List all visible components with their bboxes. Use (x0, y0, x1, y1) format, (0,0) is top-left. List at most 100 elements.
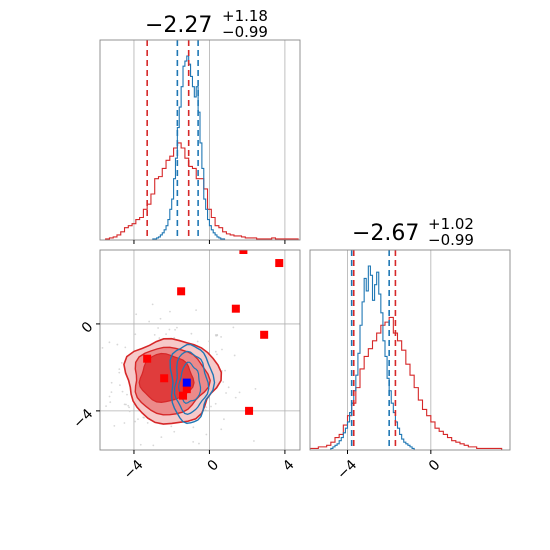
background-sample-point (214, 334, 217, 336)
background-sample-point (157, 327, 159, 329)
x-tick-label: −4 (334, 457, 360, 483)
x-tick-label: 0 (426, 457, 444, 475)
background-sample-point (214, 402, 217, 405)
background-sample-point (143, 416, 145, 419)
hist1-red-series (105, 142, 300, 240)
background-sample-point (134, 333, 137, 336)
red-square-marker (179, 391, 188, 400)
background-sample-point (161, 459, 163, 461)
background-sample-point (159, 317, 162, 320)
background-sample-point (110, 381, 113, 384)
background-sample-point (139, 443, 142, 446)
background-sample-point (169, 310, 171, 313)
background-sample-point (227, 386, 230, 389)
background-sample-point (153, 333, 156, 336)
background-sample-point (198, 442, 200, 445)
background-sample-point (120, 361, 123, 364)
background-sample-point (118, 371, 121, 374)
panel-frame (99, 39, 301, 241)
background-sample-point (118, 368, 121, 370)
background-sample-point (128, 410, 131, 413)
x-tick-label: −4 (121, 457, 147, 483)
background-sample-point (205, 433, 208, 436)
background-sample-point (234, 396, 237, 399)
background-sample-point (158, 337, 161, 339)
background-sample-point (223, 418, 225, 421)
param1-title: −2.27 +1.18 −0.99 (145, 7, 268, 41)
background-sample-point (128, 406, 131, 409)
background-sample-point (254, 387, 257, 390)
panel-frame (309, 249, 511, 451)
background-sample-point (170, 425, 173, 428)
contour-blue-outer (169, 343, 216, 424)
red-square-marker (160, 374, 169, 383)
red-square-marker (177, 287, 186, 296)
background-sample-point (124, 346, 127, 349)
background-sample-point (148, 320, 151, 323)
background-sample-point (113, 424, 116, 427)
background-sample-point (108, 395, 111, 398)
background-sample-point (121, 390, 124, 393)
hist2-red-series (310, 316, 503, 450)
background-sample-point (126, 393, 128, 396)
joint-density-panel (66, 249, 301, 461)
background-sample-point (190, 332, 193, 335)
background-sample-point (109, 401, 112, 404)
contour-blue-inner (178, 361, 202, 404)
background-sample-point (173, 336, 176, 339)
y-tick-label: −4 (70, 406, 96, 432)
background-sample-point (127, 404, 130, 407)
background-sample-point (208, 340, 211, 343)
joint-density-content (66, 250, 284, 461)
background-sample-point (220, 428, 223, 431)
background-sample-point (210, 405, 212, 408)
background-sample-point (137, 418, 139, 421)
param2-title-sub: −0.99 (428, 231, 474, 249)
background-sample-point (125, 403, 127, 406)
background-sample-point (123, 403, 126, 406)
hist2-red-series-path (310, 316, 503, 450)
background-sample-point (192, 440, 195, 443)
background-sample-point (116, 343, 119, 346)
background-sample-point (233, 354, 236, 357)
y-tick-label: 0 (79, 319, 97, 337)
background-sample-point (173, 430, 176, 433)
background-sample-point (110, 391, 113, 394)
x-tick-label: 0 (205, 457, 223, 475)
hist2-blue-series-path (330, 265, 415, 450)
background-sample-point (225, 392, 227, 394)
red-square-marker (239, 250, 248, 254)
background-sample-point (83, 372, 85, 374)
red-square-marker (260, 330, 269, 339)
background-sample-point (66, 344, 68, 346)
red-square-marker (231, 304, 240, 313)
background-sample-point (220, 336, 222, 338)
panel-frame (99, 249, 301, 451)
red-square-marker (275, 259, 284, 268)
background-sample-point (195, 309, 197, 312)
marginal-histogram-param1 (99, 39, 301, 241)
background-sample-point (174, 328, 176, 331)
hist1-red-series-path (105, 142, 300, 240)
param2-title-main: −2.67 (352, 221, 419, 246)
background-sample-point (101, 346, 104, 349)
background-sample-point (152, 444, 155, 447)
background-sample-point (151, 303, 154, 306)
background-sample-point (108, 341, 111, 344)
background-sample-point (216, 353, 218, 356)
param1-title-main: −2.27 (145, 13, 212, 38)
background-sample-point (222, 381, 225, 383)
background-sample-point (134, 420, 137, 423)
background-sample-point (105, 405, 107, 408)
param1-title-sup: +1.18 (222, 7, 268, 25)
param1-title-sub: −0.99 (222, 23, 268, 41)
background-sample-point (165, 333, 167, 336)
background-sample-point (176, 326, 178, 329)
background-sample-point (238, 391, 241, 394)
background-sample-point (146, 422, 149, 424)
background-sample-point (168, 328, 171, 331)
background-sample-point (216, 334, 219, 337)
background-sample-point (119, 384, 121, 387)
background-sample-point (214, 350, 217, 353)
marginal-histogram-param2 (309, 249, 511, 451)
